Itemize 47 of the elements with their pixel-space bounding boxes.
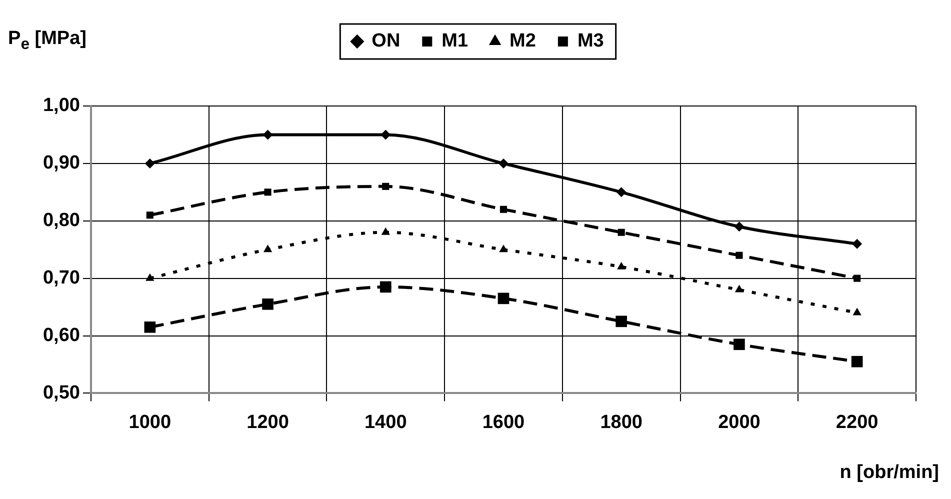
point xyxy=(144,158,155,168)
point xyxy=(734,338,745,350)
y-tick-label: 0,70 xyxy=(42,268,80,289)
point xyxy=(264,188,272,196)
y-tick-label: 1,00 xyxy=(42,95,80,116)
point xyxy=(616,187,626,198)
y-tick-label: 0,60 xyxy=(42,324,80,346)
x-tick-label: 2000 xyxy=(718,412,760,433)
y-axis-title: P$_{e}$ [MPa] xyxy=(8,28,86,54)
x-tick-label: 1200 xyxy=(246,412,289,433)
legend-label: M1 xyxy=(442,30,468,52)
point xyxy=(144,321,156,333)
point xyxy=(498,292,510,304)
point xyxy=(616,316,628,328)
x-axis-title: n [obr/min] xyxy=(840,462,939,484)
point xyxy=(262,130,273,140)
point xyxy=(380,281,392,293)
point xyxy=(851,356,863,368)
point xyxy=(617,262,626,270)
point xyxy=(382,182,390,190)
x-tick-label: 1400 xyxy=(364,412,407,433)
legend-label: ON xyxy=(372,30,400,52)
point xyxy=(380,130,391,140)
point xyxy=(263,244,272,252)
point xyxy=(499,244,508,252)
point xyxy=(262,298,274,310)
point xyxy=(854,274,861,282)
legend-label: M2 xyxy=(510,30,536,52)
x-tick-label: 1000 xyxy=(128,412,172,433)
point xyxy=(734,222,744,232)
point xyxy=(500,206,508,213)
x-tick-label: 1800 xyxy=(600,412,642,433)
point xyxy=(146,273,154,281)
legend-label: M3 xyxy=(577,30,604,52)
point xyxy=(852,238,862,249)
y-tick-label: 0,50 xyxy=(42,382,80,404)
x-tick-label: 2200 xyxy=(836,412,878,433)
point xyxy=(146,212,154,219)
point xyxy=(498,158,508,168)
point xyxy=(618,228,625,236)
point xyxy=(852,308,862,316)
point xyxy=(734,284,744,292)
point xyxy=(381,227,390,235)
x-tick-label: 1600 xyxy=(482,412,525,433)
point xyxy=(736,252,743,259)
y-tick-label: 0,80 xyxy=(42,210,80,232)
y-tick-label: 0,90 xyxy=(42,152,80,174)
